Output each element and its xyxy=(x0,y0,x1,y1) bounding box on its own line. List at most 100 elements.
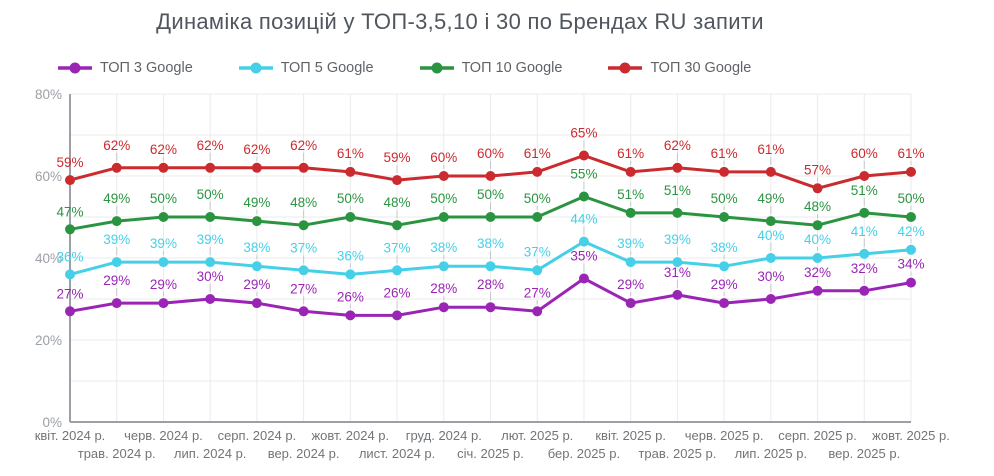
data-point[interactable] xyxy=(578,236,589,247)
data-point[interactable] xyxy=(205,294,216,304)
data-point[interactable] xyxy=(859,171,870,181)
data-point[interactable] xyxy=(719,261,730,272)
data-point[interactable] xyxy=(532,166,543,177)
data-point[interactable] xyxy=(65,269,75,280)
data-point[interactable] xyxy=(158,298,169,309)
data-point[interactable] xyxy=(625,257,636,268)
data-point[interactable] xyxy=(65,224,75,235)
data-point[interactable] xyxy=(532,306,543,317)
data-point[interactable] xyxy=(251,261,262,272)
data-point[interactable] xyxy=(812,285,823,296)
data-point[interactable] xyxy=(906,166,916,177)
data-point[interactable] xyxy=(578,273,589,284)
data-point[interactable] xyxy=(485,212,496,222)
data-label: 65% xyxy=(570,126,597,141)
data-point[interactable] xyxy=(625,298,636,309)
data-point[interactable] xyxy=(906,212,916,222)
x-axis-tick-label: черв. 2024 р. xyxy=(124,428,203,443)
legend-item-2[interactable]: ТОП 10 Google xyxy=(419,60,562,76)
y-axis-tick-label: 0% xyxy=(42,415,62,430)
data-point[interactable] xyxy=(392,265,403,276)
data-point[interactable] xyxy=(719,212,730,222)
x-axis-tick-label: серп. 2025 р. xyxy=(778,428,857,443)
data-point[interactable] xyxy=(438,212,449,222)
data-point[interactable] xyxy=(765,216,776,227)
data-point[interactable] xyxy=(438,302,449,313)
x-axis-tick-label: бер. 2025 р. xyxy=(548,446,620,461)
data-point[interactable] xyxy=(345,310,356,321)
data-point[interactable] xyxy=(205,212,216,222)
data-label: 27% xyxy=(524,285,551,300)
data-point[interactable] xyxy=(765,253,776,263)
data-point[interactable] xyxy=(158,162,169,173)
data-point[interactable] xyxy=(765,294,776,304)
data-point[interactable] xyxy=(111,216,122,227)
legend-item-0[interactable]: ТОП 3 Google xyxy=(58,60,193,76)
legend-label: ТОП 5 Google xyxy=(280,60,374,76)
data-point[interactable] xyxy=(812,183,823,194)
data-label: 29% xyxy=(103,273,130,288)
data-label: 62% xyxy=(664,138,691,153)
data-point[interactable] xyxy=(65,306,75,317)
data-point[interactable] xyxy=(205,257,216,268)
data-point[interactable] xyxy=(111,162,122,173)
x-axis-tick-label: трав. 2025 р. xyxy=(638,446,716,461)
data-point[interactable] xyxy=(158,257,169,268)
data-point[interactable] xyxy=(298,265,309,276)
data-point[interactable] xyxy=(859,207,870,218)
data-point[interactable] xyxy=(532,212,543,222)
data-point[interactable] xyxy=(485,171,496,181)
data-point[interactable] xyxy=(765,166,776,177)
data-point[interactable] xyxy=(345,166,356,177)
data-label: 60% xyxy=(851,146,878,161)
data-point[interactable] xyxy=(812,253,823,263)
data-point[interactable] xyxy=(158,212,169,222)
data-point[interactable] xyxy=(111,298,122,309)
legend-item-3[interactable]: ТОП 30 Google xyxy=(608,60,751,76)
data-label: 37% xyxy=(290,240,317,255)
data-point[interactable] xyxy=(672,207,683,218)
data-point[interactable] xyxy=(485,261,496,272)
data-point[interactable] xyxy=(906,244,916,255)
data-point[interactable] xyxy=(298,220,309,231)
data-point[interactable] xyxy=(672,162,683,173)
data-point[interactable] xyxy=(719,166,730,177)
data-point[interactable] xyxy=(251,298,262,309)
data-point[interactable] xyxy=(345,212,356,222)
data-point[interactable] xyxy=(392,310,403,321)
data-point[interactable] xyxy=(345,269,356,280)
data-label: 39% xyxy=(664,232,691,247)
data-point[interactable] xyxy=(251,216,262,227)
data-point[interactable] xyxy=(392,175,403,186)
x-axis-tick-label: січ. 2025 р. xyxy=(457,446,524,461)
data-point[interactable] xyxy=(719,298,730,309)
data-point[interactable] xyxy=(859,285,870,296)
data-point[interactable] xyxy=(906,277,916,288)
data-point[interactable] xyxy=(298,162,309,173)
data-point[interactable] xyxy=(578,191,589,202)
data-label: 26% xyxy=(337,289,364,304)
data-point[interactable] xyxy=(672,289,683,300)
data-point[interactable] xyxy=(672,257,683,268)
data-label: 40% xyxy=(804,232,831,247)
data-point[interactable] xyxy=(251,162,262,173)
data-point[interactable] xyxy=(578,150,589,161)
data-label: 29% xyxy=(243,277,270,292)
data-point[interactable] xyxy=(392,220,403,231)
data-point[interactable] xyxy=(205,162,216,173)
data-point[interactable] xyxy=(859,248,870,259)
data-label: 60% xyxy=(430,150,457,165)
data-point[interactable] xyxy=(438,171,449,181)
data-point[interactable] xyxy=(812,220,823,231)
data-point[interactable] xyxy=(438,261,449,272)
data-point[interactable] xyxy=(532,265,543,276)
data-label: 61% xyxy=(757,142,784,157)
data-point[interactable] xyxy=(298,306,309,317)
data-point[interactable] xyxy=(485,302,496,313)
data-point[interactable] xyxy=(111,257,122,268)
data-point[interactable] xyxy=(65,175,75,186)
chart-legend: ТОП 3 Google ТОП 5 Google ТОП 10 Google ТОП… xyxy=(58,60,751,76)
data-point[interactable] xyxy=(625,166,636,177)
legend-item-1[interactable]: ТОП 5 Google xyxy=(238,60,374,76)
data-point[interactable] xyxy=(625,207,636,218)
